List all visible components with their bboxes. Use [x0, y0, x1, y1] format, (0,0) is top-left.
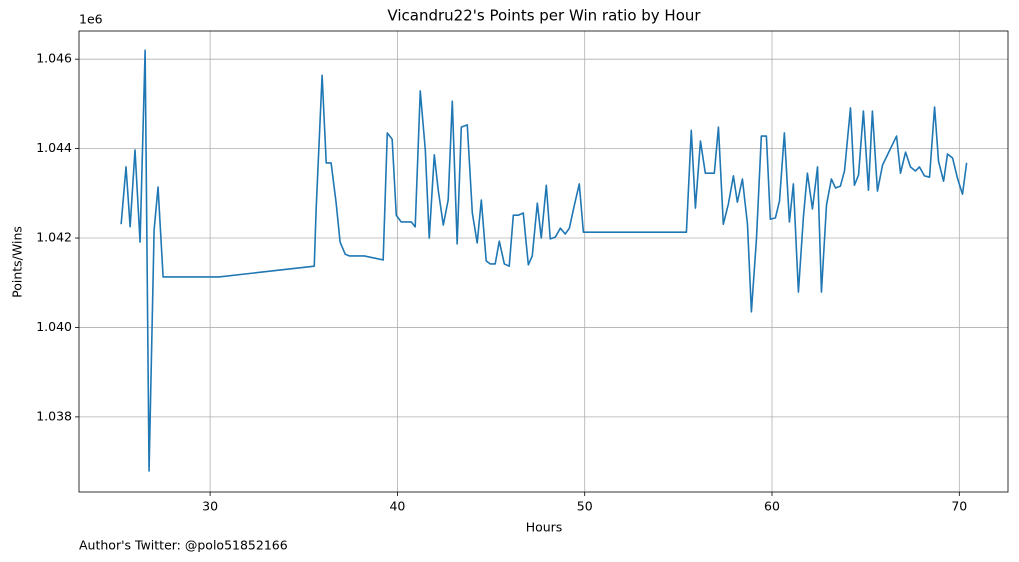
- annotation: Author's Twitter: @polo51852166: [79, 538, 288, 553]
- x-tick-label: 30: [202, 499, 218, 514]
- x-tick-label: 40: [389, 499, 405, 514]
- y-tick-label: 1.040: [36, 319, 72, 334]
- x-tick-label: 70: [951, 499, 967, 514]
- data-line: [120, 49, 968, 472]
- chart-title: Vicandru22's Points per Win ratio by Hou…: [387, 7, 701, 25]
- y-axis-label: Points/Wins: [10, 226, 25, 298]
- y-tick-label: 1.042: [36, 230, 72, 245]
- y-tick-label: 1.046: [36, 51, 72, 66]
- y-tick-label: 1.044: [36, 140, 72, 155]
- y-offset-label: 1e6: [79, 12, 103, 27]
- x-axis-label: Hours: [526, 520, 563, 535]
- x-tick-label: 60: [764, 499, 780, 514]
- x-tick-label: 50: [577, 499, 593, 514]
- plot-frame: [78, 30, 1009, 493]
- y-tick-label: 1.038: [36, 408, 72, 423]
